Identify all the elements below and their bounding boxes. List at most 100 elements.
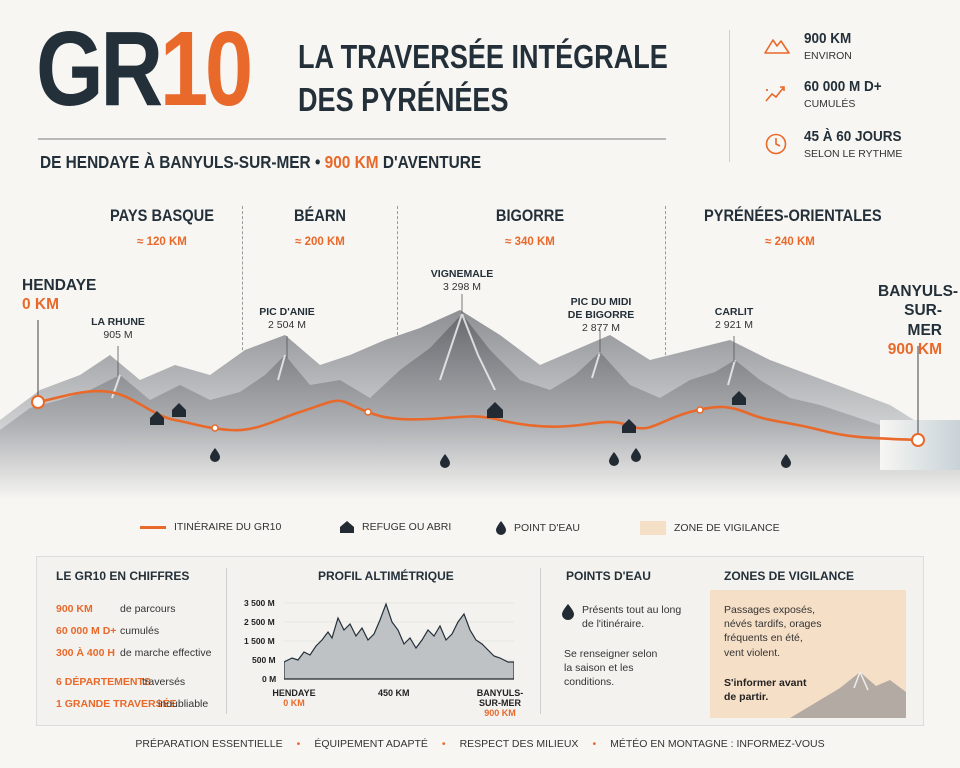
figure-key: 6 DÉPARTEMENTS bbox=[56, 676, 151, 688]
region-distance: ≈ 120 KM bbox=[137, 236, 187, 248]
end-km: 900 KM bbox=[887, 341, 942, 359]
water-line: de l'itinéraire. bbox=[582, 618, 645, 631]
start-name: HENDAYE bbox=[22, 277, 97, 294]
figure-row: 60 000 M D+ cumulés bbox=[56, 625, 159, 637]
front-range bbox=[0, 314, 960, 500]
water-title: POINTS D'EAU bbox=[566, 569, 651, 583]
region-name: PAYS BASQUE bbox=[109, 206, 215, 225]
logo-gr-text: GR bbox=[36, 10, 163, 128]
region-name: BÉARN bbox=[293, 206, 346, 225]
stat-distance: 900 KM ENVIRON bbox=[764, 30, 944, 70]
vigilance-line: fréquents en été, bbox=[724, 632, 803, 645]
region-distance: ≈ 340 KM bbox=[505, 236, 555, 248]
figure-row: 300 À 400 H de marche effective bbox=[56, 647, 211, 659]
figure-key: 60 000 M D+ bbox=[56, 625, 117, 637]
peak-pic-du-midi: PIC DU MIDI DE BIGORRE 2 877 M bbox=[546, 296, 656, 335]
panel-divider bbox=[540, 568, 541, 714]
water-text-1: Présents tout au long de l'itinéraire. bbox=[582, 603, 681, 631]
figure-row: 6 DÉPARTEMENTStraversés bbox=[56, 676, 185, 688]
vigilance-strong-line: S'informer avant bbox=[724, 677, 807, 689]
vigilance-strong: S'informer avant de partir. bbox=[724, 676, 806, 704]
y-tick: 500 M bbox=[252, 655, 276, 665]
water-line: la saison et les bbox=[564, 662, 634, 675]
vigilance-line: névés tardifs, orages bbox=[724, 618, 822, 631]
peak-vignemale: VIGNEMALE 3 298 M bbox=[407, 268, 517, 294]
region-divider bbox=[242, 206, 243, 456]
legend-route: ITINÉRAIRE DU GR10 bbox=[140, 521, 281, 541]
elevation-profile-chart bbox=[284, 602, 514, 680]
stat-value: 900 KM bbox=[804, 30, 852, 47]
legend-vigilance: ZONE DE VIGILANCE bbox=[640, 521, 780, 541]
stat-value: 60 000 M D+ bbox=[804, 78, 882, 95]
peak-name: LA RHUNE bbox=[91, 316, 145, 328]
stat-value: 45 À 60 JOURS bbox=[804, 128, 902, 145]
water-drop-icon bbox=[562, 604, 574, 620]
peak-altitude: 3 298 M bbox=[443, 281, 481, 294]
route-swatch bbox=[140, 525, 166, 529]
start-marker bbox=[31, 395, 45, 409]
logo-gr10: GR10 bbox=[36, 16, 253, 122]
region-distance: ≈ 200 KM bbox=[295, 236, 345, 248]
legend-vigilance-label: ZONE DE VIGILANCE bbox=[674, 521, 780, 534]
footer-item: MÉTÉO EN MONTAGNE : INFORMEZ-VOUS bbox=[610, 738, 825, 750]
vigilance-title: ZONES DE VIGILANCE bbox=[724, 569, 855, 583]
footer-item: ÉQUIPEMENT ADAPTÉ bbox=[314, 738, 428, 750]
subtitle-post: D'AVENTURE bbox=[378, 152, 482, 172]
stat-sub: ENVIRON bbox=[804, 50, 852, 62]
region-pays-basque: PAYS BASQUE ≈ 120 KM bbox=[62, 206, 262, 248]
refuge-icon bbox=[340, 521, 354, 534]
y-tick: 3 500 M bbox=[244, 598, 275, 608]
peak-name-2: DE BIGORRE bbox=[567, 309, 635, 322]
end-marker bbox=[911, 433, 925, 447]
stat-duration: 45 À 60 JOURS SELON LE RYTHME bbox=[764, 128, 944, 168]
legend-refuge-label: REFUGE OU ABRI bbox=[362, 521, 452, 533]
water-text-2: Se renseigner selon la saison et les condi… bbox=[564, 647, 657, 690]
water-line: conditions. bbox=[564, 676, 615, 689]
legend-refuge: REFUGE OU ABRI bbox=[340, 521, 451, 541]
figure-key: 1 GRANDE TRAVERSÉE bbox=[56, 698, 177, 710]
x-end-km: 900 KM bbox=[484, 708, 516, 718]
region-divider bbox=[665, 206, 666, 456]
end-label: BANYULS- SUR-MER 900 KM bbox=[878, 282, 958, 360]
region-bigorre: BIGORRE ≈ 340 KM bbox=[430, 206, 630, 248]
x-start-km: 0 KM bbox=[283, 698, 305, 708]
region-divider bbox=[397, 206, 398, 456]
water-line: Se renseigner selon bbox=[564, 648, 658, 660]
header-divider bbox=[729, 30, 730, 162]
peak-name: VIGNEMALE bbox=[430, 268, 494, 280]
peak-la-rhune: LA RHUNE 905 M bbox=[63, 316, 173, 342]
peak-altitude: 2 504 M bbox=[268, 319, 306, 332]
footer: PRÉPARATION ESSENTIELLE • ÉQUIPEMENT ADAPT… bbox=[135, 738, 825, 750]
subtitle-pre: DE HENDAYE À BANYULS-SUR-MER • bbox=[40, 152, 325, 172]
peak-altitude: 905 M bbox=[103, 329, 133, 342]
region-bearn: BÉARN ≈ 200 KM bbox=[220, 206, 420, 248]
peak-pic-danie: PIC D'ANIE 2 504 M bbox=[232, 306, 342, 332]
x-end-label: BANYULS- SUR-MER 900 KM bbox=[474, 688, 526, 718]
title-line-1: LA TRAVERSÉE INTÉGRALE bbox=[298, 38, 668, 75]
peak-altitude: 2 921 M bbox=[715, 319, 753, 332]
peak-name: CARLIT bbox=[714, 306, 754, 318]
title-divider bbox=[38, 138, 666, 140]
y-tick: 1 500 M bbox=[244, 636, 275, 646]
stat-elevation: 60 000 M D+ CUMULÉS bbox=[764, 78, 944, 118]
region-distance: ≈ 240 KM bbox=[765, 236, 815, 248]
water-line: Présents tout au long bbox=[582, 604, 682, 616]
vigilance-text: Passages exposés, névés tardifs, orages fr… bbox=[724, 603, 821, 660]
peak-altitude: 2 877 M bbox=[582, 322, 620, 335]
region-name: BIGORRE bbox=[495, 206, 565, 225]
figures-title: LE GR10 EN CHIFFRES bbox=[56, 569, 190, 583]
panel-divider bbox=[226, 568, 227, 714]
elevation-trend-icon bbox=[765, 86, 785, 102]
title-line-2: DES PYRÉNÉES bbox=[298, 80, 509, 118]
peak-name: PIC DU MIDI bbox=[570, 296, 632, 308]
y-tick: 2 500 M bbox=[244, 617, 275, 627]
legend-water: POINT D'EAU bbox=[496, 521, 580, 541]
legend-route-label: ITINÉRAIRE DU GR10 bbox=[174, 521, 282, 533]
figure-text: de parcours bbox=[120, 603, 176, 615]
vigilance-mountain-illustration bbox=[790, 671, 906, 718]
subtitle: DE HENDAYE À BANYULS-SUR-MER • 900 KM D'… bbox=[40, 152, 481, 173]
vigilance-line: Passages exposés, bbox=[724, 604, 816, 616]
legend-water-label: POINT D'EAU bbox=[514, 521, 580, 534]
stat-sub: CUMULÉS bbox=[804, 98, 856, 110]
page-title: LA TRAVERSÉE INTÉGRALE DES PYRÉNÉES bbox=[298, 36, 668, 122]
